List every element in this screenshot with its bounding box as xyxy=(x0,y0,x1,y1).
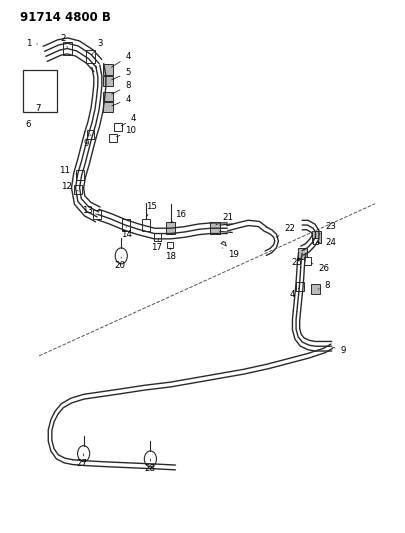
Bar xyxy=(166,242,172,248)
Text: 27: 27 xyxy=(77,454,87,467)
Bar xyxy=(102,64,113,75)
Text: 9: 9 xyxy=(332,346,345,355)
Text: 20: 20 xyxy=(115,257,126,270)
Bar xyxy=(142,219,150,231)
Bar xyxy=(102,102,113,112)
Text: 91714 4800 B: 91714 4800 B xyxy=(20,11,111,24)
Text: 16: 16 xyxy=(171,210,186,223)
Bar xyxy=(295,282,303,292)
Text: 24: 24 xyxy=(316,238,335,247)
Text: 5: 5 xyxy=(111,68,130,80)
Text: 15: 15 xyxy=(145,203,156,216)
Text: 1: 1 xyxy=(26,39,38,48)
Text: 3: 3 xyxy=(92,39,103,55)
Text: 12: 12 xyxy=(60,182,78,191)
Bar xyxy=(310,284,319,294)
Bar xyxy=(87,130,94,140)
Text: 7: 7 xyxy=(35,103,40,112)
Bar xyxy=(102,76,113,86)
Text: 4: 4 xyxy=(111,94,130,106)
Text: 21: 21 xyxy=(215,213,233,225)
Text: 19: 19 xyxy=(222,248,239,259)
Bar xyxy=(303,257,310,265)
Bar xyxy=(153,233,161,241)
Text: 8: 8 xyxy=(317,280,329,289)
Text: 26: 26 xyxy=(311,263,328,273)
Bar xyxy=(86,50,95,63)
Text: 4: 4 xyxy=(121,114,136,126)
Text: 2: 2 xyxy=(60,35,67,47)
Text: 4: 4 xyxy=(111,52,130,67)
Bar xyxy=(114,123,122,132)
Bar xyxy=(166,222,175,234)
Text: 9: 9 xyxy=(83,135,90,148)
Text: 13: 13 xyxy=(81,206,97,215)
Text: 10: 10 xyxy=(116,126,136,137)
Text: 14: 14 xyxy=(121,227,132,239)
Text: 6: 6 xyxy=(26,119,31,128)
Bar xyxy=(92,209,101,219)
Bar xyxy=(311,231,320,243)
Text: 18: 18 xyxy=(164,248,175,261)
Bar xyxy=(122,219,130,231)
Text: 23: 23 xyxy=(319,222,335,234)
Bar xyxy=(209,222,220,234)
Text: 11: 11 xyxy=(59,166,76,175)
Bar xyxy=(102,92,113,101)
Bar xyxy=(297,248,306,259)
Text: 4: 4 xyxy=(289,288,298,298)
Text: 8: 8 xyxy=(111,81,130,94)
Bar xyxy=(23,70,57,112)
Bar xyxy=(74,184,82,194)
Bar xyxy=(312,238,318,244)
Text: 25: 25 xyxy=(290,258,301,266)
Bar xyxy=(109,134,117,142)
Text: 28: 28 xyxy=(144,459,155,473)
Text: 17: 17 xyxy=(151,239,162,253)
Text: 22: 22 xyxy=(276,224,294,237)
Bar xyxy=(63,42,72,55)
Bar xyxy=(75,170,83,180)
